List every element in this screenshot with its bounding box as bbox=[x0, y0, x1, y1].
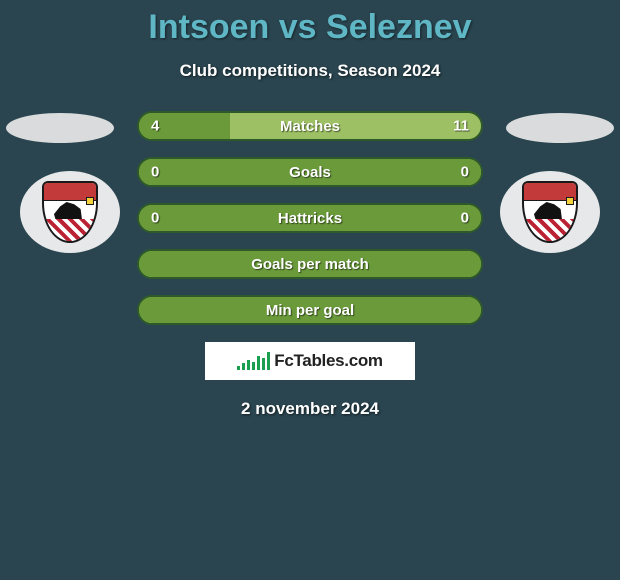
stat-label: Goals per match bbox=[251, 256, 369, 273]
brand-bar bbox=[252, 362, 255, 370]
player-right-shadow bbox=[506, 113, 614, 143]
page-title: Intsoen vs Seleznev bbox=[0, 0, 620, 47]
crest-shape bbox=[42, 181, 98, 243]
player-left-shadow bbox=[6, 113, 114, 143]
page-subtitle: Club competitions, Season 2024 bbox=[0, 61, 620, 81]
stat-label: Goals bbox=[289, 164, 331, 181]
club-crest-right bbox=[500, 171, 600, 253]
brand-bar bbox=[237, 366, 240, 370]
stat-row: Min per goal bbox=[137, 295, 483, 325]
stat-row: 0 Hattricks 0 bbox=[137, 203, 483, 233]
brand-bars-icon bbox=[237, 352, 270, 370]
brand-bar bbox=[257, 356, 260, 370]
brand-text: FcTables.com bbox=[274, 351, 383, 371]
stat-row: Goals per match bbox=[137, 249, 483, 279]
club-crest-left bbox=[20, 171, 120, 253]
crest-shape bbox=[522, 181, 578, 243]
brand-bar bbox=[247, 360, 250, 370]
stat-row: 4 Matches 11 bbox=[137, 111, 483, 141]
stat-label: Min per goal bbox=[266, 302, 354, 319]
brand-bar bbox=[242, 363, 245, 370]
brand-bar bbox=[262, 358, 265, 370]
stat-value-left: 4 bbox=[151, 118, 159, 135]
stat-label: Matches bbox=[280, 118, 340, 135]
snapshot-date: 2 november 2024 bbox=[0, 399, 620, 419]
stat-value-right: 11 bbox=[453, 118, 469, 135]
stat-value-left: 0 bbox=[151, 210, 159, 227]
brand-bar bbox=[267, 352, 270, 370]
stat-row: 0 Goals 0 bbox=[137, 157, 483, 187]
brand-badge: FcTables.com bbox=[204, 341, 416, 381]
stat-value-right: 0 bbox=[461, 210, 469, 227]
stat-label: Hattricks bbox=[278, 210, 342, 227]
stat-rows: 4 Matches 11 0 Goals 0 0 Hattricks 0 Goals per ma… bbox=[137, 111, 483, 325]
stat-value-left: 0 bbox=[151, 164, 159, 181]
stats-area: 4 Matches 11 0 Goals 0 0 Hattricks 0 Goals per ma… bbox=[0, 111, 620, 419]
stat-value-right: 0 bbox=[461, 164, 469, 181]
